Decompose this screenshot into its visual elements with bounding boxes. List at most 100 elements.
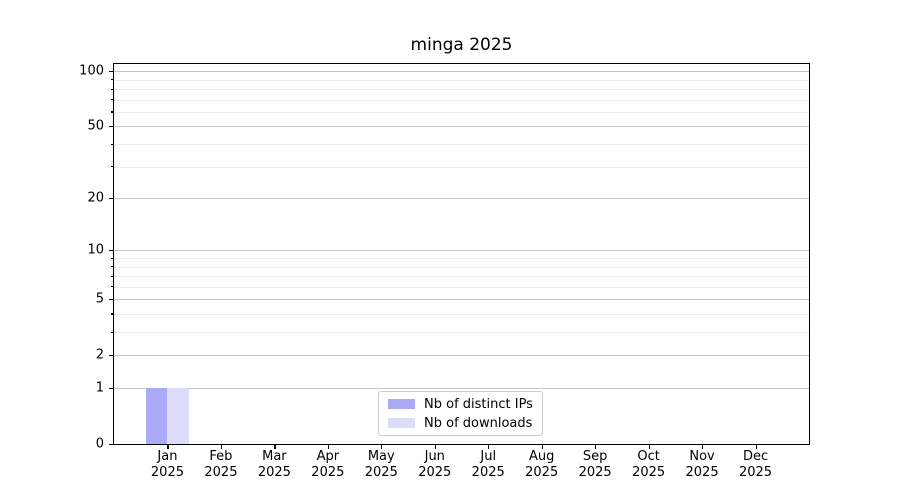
x-tick-label-year: 2025 (150, 464, 184, 480)
x-tick-label-year: 2025 (632, 464, 666, 480)
gridline-minor (114, 258, 809, 259)
x-tick-mark (220, 445, 223, 449)
x-tick-label: Jun 2025 (418, 449, 451, 480)
gridline-major (114, 126, 809, 128)
x-tick-label: Dec 2025 (739, 449, 772, 480)
y-minor-tick-mark (110, 99, 113, 101)
x-tick-mark (434, 445, 436, 449)
gridline-major (114, 250, 809, 252)
y-minor-tick-mark (110, 143, 113, 145)
x-tick-mark (488, 445, 490, 449)
y-tick-label: 5 (95, 291, 104, 307)
legend-item: Nb of downloads (388, 415, 533, 431)
x-tick-mark (541, 445, 543, 449)
x-tick-label-year: 2025 (418, 464, 452, 480)
y-minor-tick-mark (110, 111, 113, 113)
gridline-major (114, 198, 809, 200)
x-tick-label-year: 2025 (738, 464, 773, 480)
gridline-minor (114, 89, 809, 91)
gridline-major (114, 71, 809, 73)
y-tick-label: 10 (87, 242, 104, 258)
x-tick-label-month: Jan (157, 449, 178, 464)
y-axis-tick-marks (108, 64, 113, 446)
x-tick-label-year: 2025 (204, 464, 238, 480)
x-tick-label: Aug 2025 (525, 449, 558, 480)
y-minor-tick-mark (110, 331, 113, 333)
x-tick-mark (274, 445, 276, 449)
x-axis-tick-labels: Jan 2025 Feb 2025 Mar 2025 Apr 2025 May 2025 Jun 20… (114, 449, 809, 483)
gridline-minor (114, 79, 809, 81)
x-tick-label: May 2025 (365, 449, 398, 480)
gridline-minor (114, 276, 809, 278)
x-tick-label-year: 2025 (525, 464, 559, 480)
x-tick-label-year: 2025 (364, 464, 398, 480)
y-tick-label: 2 (95, 347, 104, 363)
x-tick-label: Sep 2025 (579, 449, 612, 480)
y-axis-tick-labels: 0 1 2 5 10 20 50 100 (0, 63, 104, 452)
bar-distinct-ips (145, 388, 168, 444)
gridline-major (114, 388, 809, 389)
y-minor-tick-mark (110, 275, 113, 277)
x-tick-label-month: Oct (637, 449, 660, 464)
gridline-minor (114, 166, 809, 168)
x-tick-mark (648, 445, 650, 449)
y-minor-tick-mark (110, 266, 113, 268)
y-tick-label: 100 (79, 63, 104, 79)
x-tick-mark (595, 445, 597, 449)
x-tick-mark (381, 445, 383, 449)
x-tick-label-month: Mar (262, 449, 287, 464)
x-tick-mark (702, 445, 704, 449)
x-tick-label-month: Aug (528, 449, 555, 464)
gridline-minor (114, 266, 809, 268)
y-tick-label: 20 (87, 190, 104, 206)
y-tick-mark (109, 443, 113, 445)
legend-item: Nb of distinct IPs (388, 396, 533, 412)
legend-swatch (388, 418, 415, 428)
x-tick-label: Oct 2025 (632, 449, 665, 480)
plot-area (113, 63, 810, 445)
y-tick-mark (109, 249, 113, 251)
legend-label: Nb of downloads (424, 415, 533, 431)
gridline-minor (114, 111, 809, 113)
x-tick-label-month: Jul (480, 449, 497, 464)
x-tick-label: Feb 2025 (204, 449, 237, 480)
x-tick-label-year: 2025 (578, 464, 612, 480)
x-tick-label-month: May (367, 449, 395, 464)
x-tick-label: Jul 2025 (472, 449, 505, 480)
x-tick-label-month: Apr (316, 449, 340, 464)
x-tick-label: Apr 2025 (311, 449, 344, 480)
x-tick-label-month: Feb (209, 449, 233, 464)
gridline-major (114, 299, 809, 301)
chart-title: minga 2025 (410, 35, 513, 55)
y-tick-label: 0 (95, 436, 104, 452)
y-tick-mark (109, 70, 113, 72)
x-tick-label-year: 2025 (471, 464, 505, 480)
gridline-minor (114, 313, 809, 315)
x-tick-label: Mar 2025 (258, 449, 291, 480)
y-tick-mark (109, 125, 113, 128)
gridline-major (114, 355, 809, 357)
y-tick-label: 1 (95, 380, 104, 396)
x-tick-label: Nov 2025 (686, 449, 719, 480)
legend-swatch (388, 399, 415, 409)
x-tick-label: Jan 2025 (151, 449, 184, 480)
gridline-minor (114, 286, 809, 288)
x-tick-label-month: Nov (689, 449, 715, 464)
y-minor-tick-mark (110, 166, 113, 168)
x-tick-mark (327, 445, 330, 449)
y-minor-tick-mark (110, 286, 113, 288)
y-minor-tick-mark (110, 88, 113, 90)
x-tick-label-month: Sep (582, 449, 608, 464)
gridline-minor (114, 332, 809, 334)
y-tick-mark (109, 197, 113, 199)
bar-downloads (167, 388, 189, 444)
x-tick-label-year: 2025 (311, 464, 345, 480)
x-tick-label-month: Jun (424, 449, 445, 464)
x-tick-label-month: Dec (742, 449, 769, 464)
x-tick-label-year: 2025 (257, 464, 291, 480)
x-tick-label-year: 2025 (685, 464, 719, 480)
legend-label: Nb of distinct IPs (424, 396, 533, 412)
legend: Nb of distinct IPs Nb of downloads (378, 391, 543, 436)
gridline-minor (114, 144, 809, 146)
